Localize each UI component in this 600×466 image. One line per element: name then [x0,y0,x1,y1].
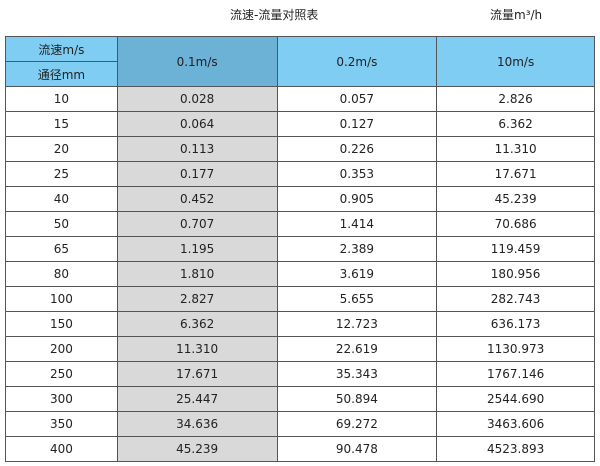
flow-cell: 2.827 [116,286,278,312]
flow-cell: 5.655 [276,286,438,312]
table-row: 150 6.362 12.723 636.173 [5,311,595,337]
flow-cell: 0.353 [276,161,438,187]
table-row: 20 0.113 0.226 11.310 [5,136,595,162]
flow-cell: 636.173 [436,311,595,337]
table-row: 300 25.447 50.894 2544.690 [5,386,595,412]
table-row: 100 2.827 5.655 282.743 [5,286,595,312]
flow-cell: 6.362 [116,311,278,337]
flow-cell: 11.310 [116,336,278,362]
diameter-header: 通径mm [5,61,118,87]
diameter-cell: 300 [5,386,118,412]
diameter-cell: 350 [5,411,118,437]
diameter-cell: 50 [5,211,118,237]
diameter-cell: 40 [5,186,118,212]
diameter-cell: 25 [5,161,118,187]
flow-cell: 282.743 [436,286,595,312]
diameter-cell: 400 [5,436,118,462]
flow-cell: 1.810 [116,261,278,287]
flow-cell: 3.619 [276,261,438,287]
flow-cell: 0.452 [116,186,278,212]
diameter-cell: 200 [5,336,118,362]
flow-cell: 2544.690 [436,386,595,412]
diameter-cell: 10 [5,86,118,112]
table-row: 80 1.810 3.619 180.956 [5,261,595,287]
column-header: 0.2m/s [276,36,438,87]
flow-cell: 70.686 [436,211,595,237]
table-row: 250 17.671 35.343 1767.146 [5,361,595,387]
flow-cell: 0.177 [116,161,278,187]
flow-cell: 1130.973 [436,336,595,362]
flow-cell: 17.671 [116,361,278,387]
flow-cell: 0.028 [116,86,278,112]
flow-cell: 34.636 [116,411,278,437]
diameter-cell: 100 [5,286,118,312]
flow-cell: 25.447 [116,386,278,412]
flow-cell: 2.389 [276,236,438,262]
table-row: 350 34.636 69.272 3463.606 [5,411,595,437]
flow-cell: 4523.893 [436,436,595,462]
flow-cell: 0.057 [276,86,438,112]
flow-cell: 1.414 [276,211,438,237]
flow-cell: 69.272 [276,411,438,437]
flow-cell: 3463.606 [436,411,595,437]
flow-cell: 45.239 [116,436,278,462]
table-row: 65 1.195 2.389 119.459 [5,236,595,262]
flow-cell: 180.956 [436,261,595,287]
table-title: 流速-流量对照表 [230,8,319,22]
diameter-cell: 80 [5,261,118,287]
flow-cell: 1.195 [116,236,278,262]
flow-cell: 0.707 [116,211,278,237]
diameter-cell: 20 [5,136,118,162]
flow-cell: 0.905 [276,186,438,212]
flow-cell: 0.127 [276,111,438,137]
flow-cell: 50.894 [276,386,438,412]
speed-header: 流速m/s [5,36,118,62]
table-row: 40 0.452 0.905 45.239 [5,186,595,212]
flow-cell: 2.826 [436,86,595,112]
diameter-cell: 150 [5,311,118,337]
diameter-cell: 15 [5,111,118,137]
diameter-cell: 250 [5,361,118,387]
flow-cell: 0.113 [116,136,278,162]
flow-cell: 45.239 [436,186,595,212]
flow-cell: 11.310 [436,136,595,162]
table-row: 400 45.239 90.478 4523.893 [5,436,595,462]
flow-cell: 0.226 [276,136,438,162]
table-row: 10 0.028 0.057 2.826 [5,86,595,112]
table-row: 200 11.310 22.619 1130.973 [5,336,595,362]
flow-cell: 119.459 [436,236,595,262]
flow-table: 流速m/s 0.1m/s 0.2m/s 10m/s 通径mm 10 0.028 0.… [5,36,595,462]
flow-cell: 90.478 [276,436,438,462]
column-header: 0.1m/s [116,36,278,87]
table-row: 50 0.707 1.414 70.686 [5,211,595,237]
column-header: 10m/s [436,36,595,87]
diameter-cell: 65 [5,236,118,262]
flow-cell: 22.619 [276,336,438,362]
table-row: 15 0.064 0.127 6.362 [5,111,595,137]
flow-cell: 17.671 [436,161,595,187]
flow-cell: 12.723 [276,311,438,337]
flow-cell: 0.064 [116,111,278,137]
unit-label: 流量m³/h [490,8,543,22]
table-row: 25 0.177 0.353 17.671 [5,161,595,187]
flow-cell: 6.362 [436,111,595,137]
flow-cell: 1767.146 [436,361,595,387]
flow-cell: 35.343 [276,361,438,387]
